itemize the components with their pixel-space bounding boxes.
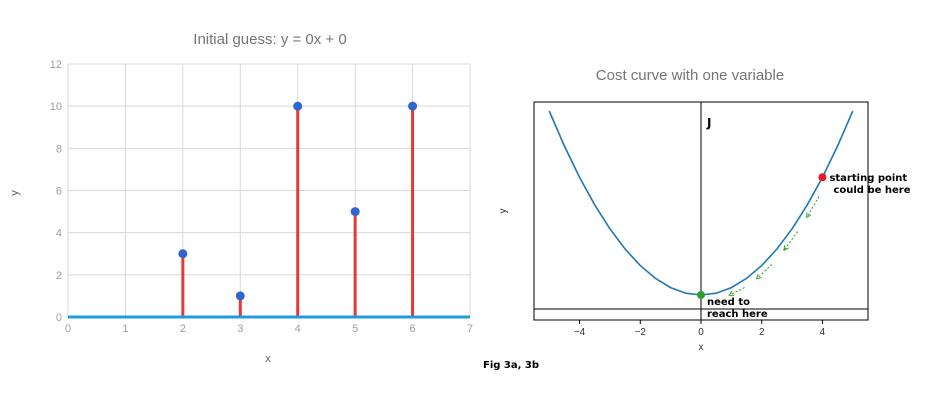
- chart-a-data-point: [350, 207, 360, 217]
- chart-b-x-tick-label: 4: [820, 327, 826, 338]
- chart-b-gradient-arrowhead: [783, 245, 789, 252]
- chart-a-x-tick-label: 0: [65, 323, 71, 335]
- chart-b-start-annotation: could be here: [833, 185, 910, 196]
- chart-b-x-tick-label: −4: [574, 327, 586, 338]
- chart-a-y-tick-label: 4: [56, 228, 62, 240]
- chart-b-end-annotation: reach here: [707, 309, 768, 320]
- chart-a-x-tick-label: 3: [237, 323, 243, 335]
- chart-a-data-point: [408, 101, 418, 111]
- chart-a-x-tick-label: 7: [467, 323, 473, 335]
- chart-b-title: Cost curve with one variable: [596, 67, 784, 84]
- chart-b-gradient-arrow: [729, 287, 745, 296]
- chart-a-data-point: [178, 249, 188, 259]
- chart-a-x-tick-label: 6: [410, 323, 416, 335]
- chart-b-gradient-arrow: [756, 264, 773, 280]
- chart-b-ticks: −4 −2 0 2 4: [574, 320, 826, 338]
- chart-b-x-tick-label: −2: [635, 327, 647, 338]
- figure-caption: Fig 3a, 3b: [483, 360, 539, 371]
- chart-a-y-tick-label: 8: [56, 143, 62, 155]
- chart-b-gradient-arrowhead: [728, 290, 735, 296]
- chart-a-x-tick-label: 5: [352, 323, 358, 335]
- chart-b-gradient-arrow: [806, 196, 820, 218]
- chart-b-gradient-arrowhead: [806, 212, 812, 219]
- chart-a-marks: [68, 101, 470, 319]
- chart-b-x-axis-label: x: [699, 342, 704, 353]
- chart-a-x-tick-label: 4: [295, 323, 301, 335]
- chart-cost-curve: Cost curve with one variable −4 −2 0 2 4 x y…: [498, 67, 911, 353]
- chart-b-start-annotation: starting point: [829, 173, 907, 184]
- chart-a-y-tick-label: 10: [50, 101, 62, 113]
- chart-b-gradient-arrowhead: [755, 273, 762, 280]
- chart-b-end-annotation: need to: [707, 297, 750, 308]
- chart-b-x-tick-label: 0: [698, 327, 704, 338]
- chart-a-data-point: [293, 101, 303, 111]
- chart-a-y-tick-label: 2: [56, 270, 62, 282]
- chart-a-data-point: [235, 291, 245, 301]
- chart-a-y-tick-label: 6: [56, 186, 62, 198]
- chart-a-y-tick-label: 0: [56, 312, 62, 324]
- chart-a-x-tick-label: 1: [122, 323, 128, 335]
- chart-a-grid: [67, 63, 471, 318]
- chart-a-y-axis-label: y: [9, 190, 21, 196]
- chart-a-x-tick-label: 2: [180, 323, 186, 335]
- chart-a-x-axis-label: x: [265, 353, 271, 365]
- chart-b-j-label: J: [706, 116, 711, 130]
- chart-b-start-point: [818, 173, 827, 182]
- chart-a-title: Initial guess: y = 0x + 0: [193, 31, 346, 48]
- chart-b-end-point: [697, 291, 705, 299]
- chart-a-y-tick-label: 12: [50, 59, 62, 71]
- chart-initial-guess: Initial guess: y = 0x + 0 0 1 2 3 4 5 6 7024681…: [9, 31, 473, 365]
- chart-b-x-tick-label: 2: [759, 327, 765, 338]
- chart-b-y-axis-label: y: [498, 209, 509, 214]
- chart-b-gradient-arrow: [783, 231, 799, 251]
